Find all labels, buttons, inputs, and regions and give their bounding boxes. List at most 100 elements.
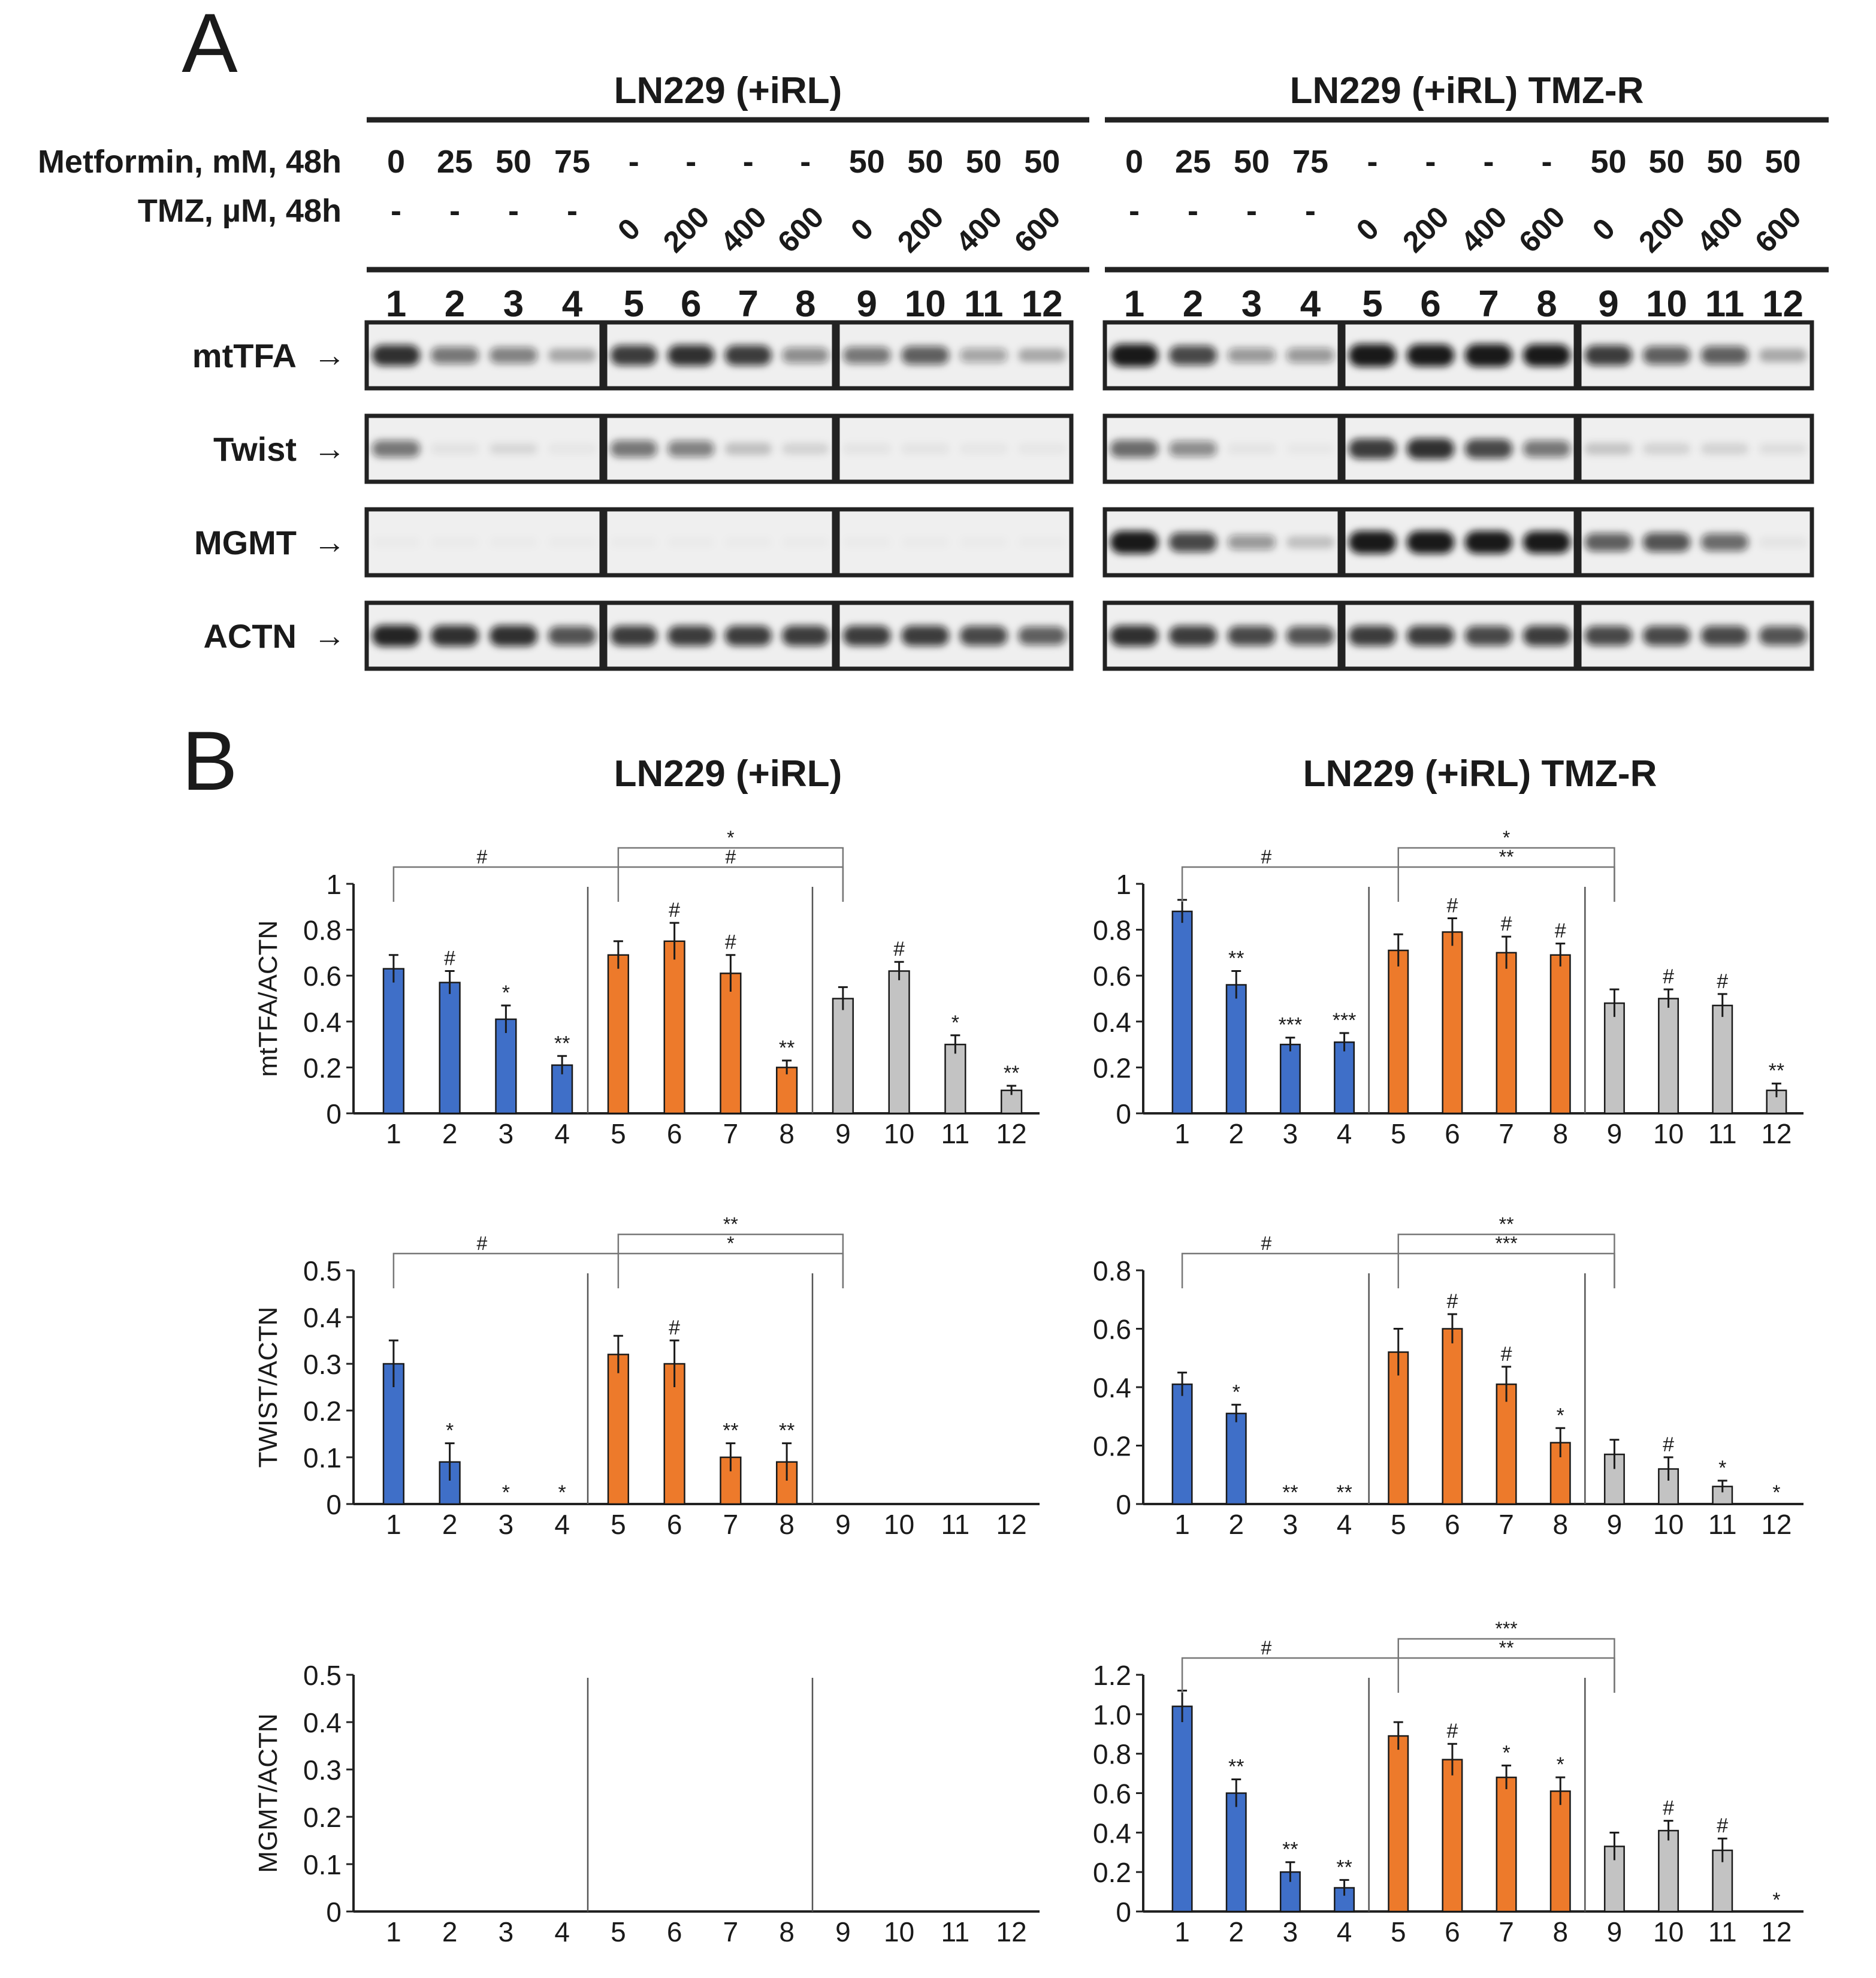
tmz-value: - [1246, 193, 1257, 229]
x-tick-label: 10 [1653, 1118, 1684, 1149]
y-tick-label: 0.4 [1093, 1817, 1131, 1849]
significance-mark: # [893, 938, 905, 961]
significance-mark: ** [779, 1420, 794, 1442]
x-tick-label: 9 [835, 1509, 851, 1540]
significance-mark: # [1717, 970, 1728, 993]
metformin-value: - [1484, 144, 1494, 180]
lane-number: 1 [1124, 283, 1144, 325]
blot-band [610, 440, 657, 458]
x-tick-label: 6 [1445, 1118, 1460, 1149]
tmz-value: 200 [891, 200, 950, 259]
y-axis-label: mtTFA/ACTN [253, 920, 283, 1077]
y-tick-label: 0.3 [303, 1754, 342, 1786]
x-tick-label: 9 [835, 1916, 851, 1947]
bar [832, 998, 854, 1115]
significance-mark: # [1555, 920, 1566, 943]
lane-number: 7 [738, 283, 759, 325]
y-tick-label: 0.3 [303, 1349, 342, 1380]
y-tick-label: 0.8 [1093, 1255, 1131, 1287]
significance-mark: # [1663, 1433, 1674, 1456]
blot-band [1348, 531, 1397, 554]
bar [1225, 984, 1247, 1115]
metformin-value: - [629, 144, 639, 180]
y-tick-label: 0.4 [1093, 1372, 1131, 1403]
blot-band [1584, 626, 1633, 646]
blot-band [1759, 348, 1807, 363]
y-tick-label: 0 [326, 1098, 342, 1130]
significance-mark: ** [1769, 1059, 1784, 1082]
blot-band [372, 537, 420, 547]
blot-frame [603, 507, 836, 578]
blot-band [490, 537, 537, 547]
bar [1496, 1383, 1517, 1505]
significance-mark: # [1446, 1720, 1458, 1743]
blot-band [1018, 626, 1067, 645]
blot-band [1700, 346, 1749, 365]
metformin-value: 25 [437, 144, 473, 180]
tmz-value: 400 [1690, 200, 1750, 259]
x-tick-label: 7 [1499, 1509, 1514, 1540]
metformin-value: - [1425, 144, 1436, 180]
bracket-short [1397, 1638, 1615, 1693]
bracket-long-mark: # [476, 1233, 487, 1254]
blot-band [611, 537, 657, 547]
blot-arrow: → [313, 337, 346, 373]
x-tick-label: 4 [1337, 1118, 1352, 1149]
blot-band [1110, 344, 1159, 367]
metformin-row-label: Metformin, mM, 48h [38, 144, 342, 180]
tmz-value: - [508, 193, 519, 229]
x-tick-label: 5 [1391, 1509, 1406, 1540]
bracket-long-mark: # [1261, 1233, 1272, 1254]
bar [1442, 1759, 1463, 1913]
y-tick-label: 0.2 [303, 1052, 342, 1083]
x-tick-label: 1 [1174, 1118, 1190, 1149]
y-tick-label: 1 [1116, 869, 1131, 900]
lane-number: 3 [1241, 283, 1262, 325]
lane-number: 12 [1022, 283, 1063, 325]
blot-band [1286, 444, 1334, 454]
y-tick-label: 0.8 [1093, 1739, 1131, 1770]
blot-band [1584, 443, 1633, 455]
significance-mark: ** [1228, 947, 1244, 970]
y-tick-label: 0.8 [1093, 915, 1131, 946]
blot-band [371, 625, 421, 647]
blot-band [1348, 626, 1397, 646]
bracket-short [617, 1233, 844, 1288]
blot-band [1700, 533, 1749, 551]
blot-band [901, 537, 949, 547]
y-tick-label: 0 [1116, 1489, 1131, 1520]
blot-band [610, 345, 657, 366]
y-tick-label: 0.4 [1093, 1007, 1131, 1038]
blot-band [371, 440, 421, 458]
blot-band [1406, 344, 1455, 367]
y-tick-label: 0 [1116, 1897, 1131, 1928]
x-tick-label: 5 [1391, 1118, 1406, 1149]
blot-band [1406, 438, 1455, 460]
lane-number: 5 [624, 283, 644, 325]
significance-mark: * [446, 1420, 454, 1442]
significance-mark: ** [723, 1420, 738, 1442]
y-tick-label: 0.4 [303, 1302, 342, 1333]
bar [1712, 1004, 1733, 1115]
blot-band [489, 625, 538, 647]
x-tick-label: 4 [554, 1118, 570, 1149]
blot-band [1759, 443, 1807, 454]
metformin-value: 50 [496, 144, 531, 180]
bar [1279, 1043, 1301, 1115]
blot-band [1110, 440, 1159, 458]
blot-band [1227, 348, 1276, 363]
tmz-value: - [391, 193, 401, 229]
tmz-value: 0 [844, 212, 880, 247]
significance-mark: ** [1282, 1838, 1298, 1861]
x-tick-label: 6 [1445, 1509, 1460, 1540]
x-tick-label: 9 [835, 1118, 851, 1149]
y-tick-label: 0.6 [1093, 1314, 1131, 1345]
chart-column-title: LN229 (+iRL) [614, 753, 842, 795]
lane-number: 8 [795, 283, 815, 325]
x-tick-label: 2 [442, 1118, 458, 1149]
blot-band [782, 537, 829, 547]
bracket-long-mark: # [476, 846, 487, 868]
tmz-row-label: TMZ, µM, 48h [138, 193, 342, 229]
blot-band [1286, 536, 1335, 549]
